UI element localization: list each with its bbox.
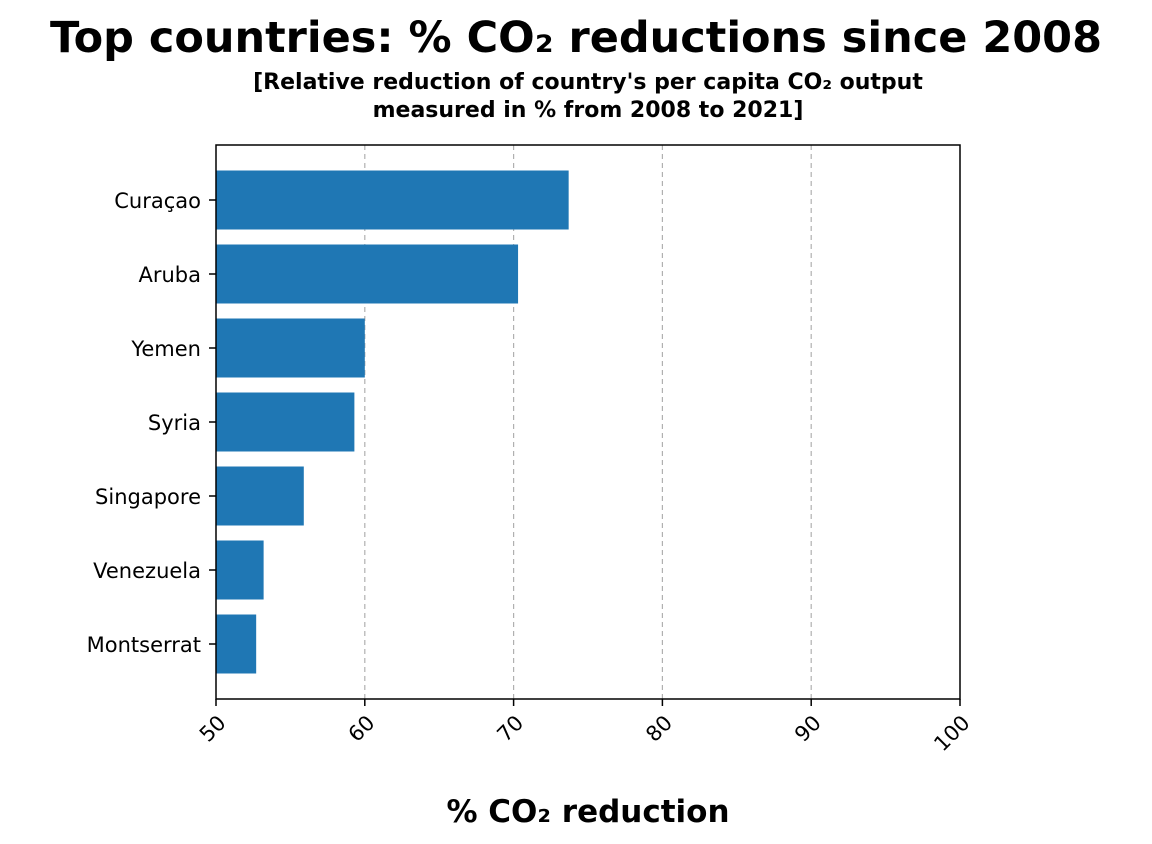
y-tick-label: Yemen [130,337,201,361]
x-tick-label: 50 [195,711,231,747]
grid-lines [364,145,812,699]
bar [216,244,519,304]
x-axis-ticks: 50 60 70 80 90 100 [195,699,975,756]
x-axis-label: % CO₂ reduction [446,794,729,830]
bars [216,170,569,674]
chart-title: Top countries: % CO₂ reductions since 20… [50,13,1102,63]
x-tick-label: 60 [344,711,380,747]
y-tick-label: Aruba [138,263,201,287]
bar [216,392,355,452]
bar [216,614,257,674]
bar [216,318,365,378]
y-tick-label: Montserrat [87,633,201,657]
bar [216,170,569,230]
chart-subtitle-line-2: measured in % from 2008 to 2021] [373,98,804,123]
chart-subtitle-line-1: [Relative reduction of country's per cap… [253,70,923,95]
y-tick-label: Syria [148,411,201,435]
x-tick-label: 90 [790,711,826,747]
x-tick-label: 100 [929,711,974,756]
x-tick-label: 70 [492,711,528,747]
y-tick-label: Venezuela [93,559,201,583]
y-axis-ticks: Curaçao Aruba Yemen Syria Singapore Venezuela… [87,189,216,657]
bar [216,466,304,526]
y-tick-label: Curaçao [114,189,201,213]
x-tick-label: 80 [641,711,677,747]
y-tick-label: Singapore [95,485,201,509]
bar [216,540,264,600]
